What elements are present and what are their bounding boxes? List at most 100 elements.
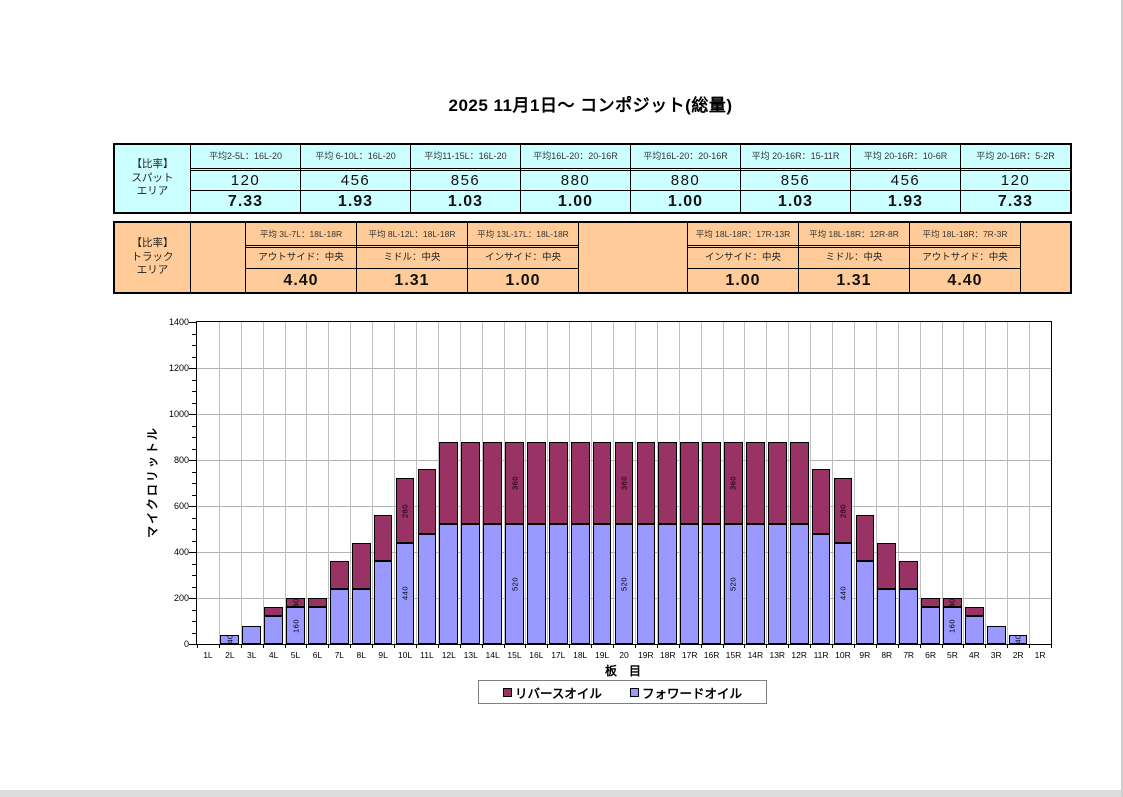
- forward-oil-bar-segment: [702, 524, 721, 644]
- x-tick: [941, 644, 943, 648]
- y-minor-tick: [192, 333, 196, 335]
- x-tick: [832, 644, 834, 648]
- x-tick-label: 19R: [638, 650, 654, 660]
- reverse-oil-bar-segment: [965, 607, 984, 617]
- x-tick: [218, 644, 220, 648]
- x-tick: [919, 644, 921, 648]
- x-tick-label: 2L: [225, 650, 235, 660]
- reverse-oil-bar-segment: [680, 441, 700, 525]
- forward-oil-bar-label: 520: [619, 577, 629, 592]
- vertical-gridline: [963, 322, 965, 644]
- x-tick: [788, 644, 790, 648]
- vertical-gridline: [832, 322, 834, 644]
- spat-ratio-value: 7.33: [997, 192, 1034, 210]
- reverse-oil-bar-segment: [724, 441, 743, 525]
- spat-column: 平均 20-16R：10-6R 456 1.93: [850, 145, 960, 212]
- forward-oil-bar-segment: [417, 533, 437, 644]
- forward-oil-bar-segment: [373, 561, 393, 644]
- forward-oil-bar-segment: [724, 524, 743, 644]
- track-ratio-value: 1.31: [394, 271, 430, 289]
- reverse-oil-bar-segment: [943, 598, 962, 608]
- track-zone-label: インサイド：中央: [688, 248, 798, 269]
- reverse-oil-bar-segment: [483, 441, 502, 525]
- spat-column-header: 平均 20-16R：10-6R: [851, 145, 960, 171]
- x-tick: [722, 644, 724, 648]
- forward-oil-bar-label: 160: [947, 618, 957, 633]
- x-tick: [1007, 644, 1009, 648]
- x-tick: [810, 644, 812, 648]
- track-ratio-table: 【比率】 トラック エリア 平均 3L-7L：18L-18R アウトサイド：中央 4…: [113, 221, 1072, 294]
- forward-oil-bar-segment: [680, 524, 700, 644]
- reverse-oil-bar-segment: [373, 515, 393, 562]
- vertical-gridline: [262, 322, 264, 644]
- reverse-oil-bar-segment: [461, 441, 481, 525]
- track-column: 平均 18L-18R：17R-13R インサイド：中央 1.00: [687, 223, 798, 292]
- x-tick-label: 14R: [747, 650, 764, 660]
- x-tick-label: 14L: [485, 650, 500, 660]
- y-minor-tick: [192, 379, 196, 381]
- vertical-gridline: [678, 322, 680, 644]
- y-tick-label: 200: [173, 592, 189, 603]
- vertical-gridline: [853, 322, 855, 644]
- y-minor-tick: [192, 586, 196, 588]
- track-column: 平均 13L-17L：18L-18R インサイド：中央 1.00: [467, 223, 578, 292]
- forward-oil-bar-label: 160: [291, 618, 301, 633]
- spat-ratio-value: 7.33: [227, 192, 264, 210]
- reverse-oil-bar-segment: [351, 542, 371, 589]
- y-tick-label: 800: [173, 454, 189, 465]
- spat-column-header: 平均 20-16R：5-2R: [961, 145, 1070, 171]
- reverse-oil-bar-segment: [899, 561, 918, 589]
- reverse-oil-bar-segment: [767, 441, 787, 525]
- forward-oil-bar-segment: [855, 561, 875, 644]
- x-tick-label: 4R: [968, 650, 980, 660]
- y-minor-tick: [192, 402, 196, 404]
- forward-oil-bar-segment: [636, 524, 656, 644]
- spat-ratio-value: 1.00: [667, 192, 704, 210]
- spat-table-label: 【比率】 スパット エリア: [115, 145, 191, 212]
- legend-label-reverse-oil: リバースオイル: [515, 686, 602, 701]
- forward-oil-bar-segment: [1008, 634, 1028, 644]
- spat-ratio-value: 1.03: [777, 192, 814, 210]
- spat-column-header: 平均 20-16R：15-11R: [741, 145, 850, 171]
- spat-column-header: 平均 6-10L：16L-20: [301, 145, 410, 171]
- forward-oil-bar-segment: [614, 524, 634, 644]
- x-tick-label: 6L: [312, 650, 323, 660]
- y-major-tick: [189, 552, 196, 553]
- forward-oil-bar-segment: [965, 616, 984, 644]
- forward-oil-bar-segment: [548, 524, 568, 644]
- x-tick-label: 7L: [334, 650, 345, 660]
- y-minor-tick: [192, 483, 196, 484]
- plot-area: 0 200 400 600 800 1000 1200 1400 1L 2L 3L 4L 5L 6L 7L 8…: [169, 317, 1052, 660]
- x-tick-label: 13L: [463, 650, 478, 660]
- horizontal-gridline: [197, 598, 1051, 599]
- track-column-header: 平均 18L-18R：17R-13R: [688, 223, 798, 248]
- y-minor-tick: [192, 529, 196, 530]
- track-column-header: 平均 18L-18R：12R-8R: [799, 223, 909, 248]
- vertical-gridline: [437, 322, 439, 644]
- reverse-oil-bar-segment: [527, 441, 546, 525]
- reverse-oil-bar-label: 360: [619, 475, 629, 491]
- y-minor-tick: [192, 563, 196, 565]
- y-major-tick: [189, 322, 196, 323]
- x-tick-label: 20: [619, 650, 629, 660]
- spat-average-value: 880: [631, 171, 740, 191]
- x-tick: [897, 644, 899, 648]
- x-tick-label: 4L: [268, 650, 279, 660]
- forward-oil-bar-segment: [767, 524, 787, 644]
- forward-oil-bar-segment: [833, 542, 853, 644]
- x-tick-label: 12L: [441, 650, 456, 660]
- x-tick: [656, 644, 658, 648]
- x-tick: [591, 644, 593, 648]
- track-spacer-cell: [191, 223, 245, 292]
- track-column-header: 平均 8L-12L：18L-18R: [357, 223, 467, 248]
- vertical-gridline: [350, 322, 352, 644]
- forward-oil-bar-segment: [746, 524, 765, 644]
- forward-oil-bar-label: 40: [1013, 634, 1023, 645]
- spat-ratio-value: 1.93: [887, 192, 924, 210]
- x-tick: [700, 644, 702, 648]
- track-column-header: 平均 3L-7L：18L-18R: [246, 223, 356, 248]
- spat-column: 平均2-5L：16L-20 120 7.33: [191, 145, 300, 212]
- chart-legend: リバースオイル フォワードオイル: [478, 680, 767, 704]
- spat-column-header: 平均16L-20：20-16R: [631, 145, 740, 171]
- spat-column: 平均 20-16R：15-11R 856 1.03: [740, 145, 850, 212]
